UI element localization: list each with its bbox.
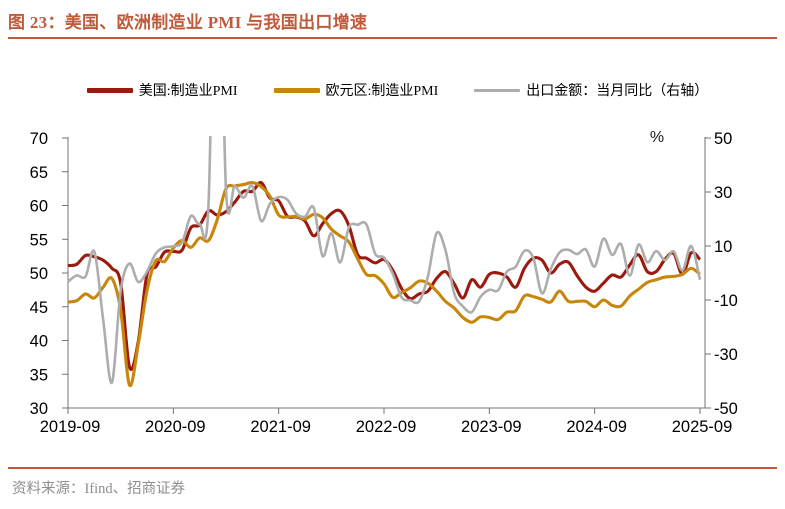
y-axis-right-tick-label: -50 (714, 400, 738, 418)
x-axis-tick-label: 2021-09 (250, 418, 311, 436)
title-divider (8, 37, 777, 39)
x-axis-tick-label: 2023-09 (461, 418, 522, 436)
y-axis-right-tick-label: -10 (714, 292, 738, 310)
right-axis-unit-label: % (650, 129, 664, 146)
us-line-swatch (86, 87, 133, 93)
legend-label: 出口金额：当月同比（右轴） (526, 84, 709, 99)
x-axis-tick-label: 2020-09 (145, 418, 206, 436)
x-axis-tick-label: 2024-09 (566, 418, 627, 436)
chart-legend: 美国:制造业PMI 欧元区:制造业PMI 出口金额：当月同比（右轴） (0, 80, 785, 100)
line-chart: 70 65 60 55 50 45 40 35 30 50 30 10 -10 -30 -50% 2019-0… (30, 129, 738, 436)
export-line-swatch (474, 88, 521, 92)
y-axis-left-tick-label: 70 (30, 130, 48, 148)
footer-divider (8, 467, 777, 469)
eu-line-swatch (273, 87, 320, 93)
y-axis-right-tick-label: 50 (714, 130, 732, 148)
y-axis-right-tick-label: 10 (714, 238, 732, 256)
x-axis-tick-label: 2022-09 (356, 418, 417, 436)
y-axis-left-tick-label: 45 (30, 299, 48, 317)
y-axis-left-tick-label: 65 (30, 164, 48, 182)
us-pmi-line (67, 180, 702, 371)
y-axis-left-tick-label: 35 (30, 366, 48, 384)
y-axis-right-tick-label: 30 (714, 184, 732, 202)
y-axis-right-tick-label: -30 (714, 346, 738, 364)
x-axis-tick-label: 2019-09 (40, 418, 101, 436)
x-axis-tick-label: 2025-09 (672, 418, 733, 436)
y-axis-left-tick-label: 55 (30, 231, 48, 249)
legend-item-export: 出口金额：当月同比（右轴） (474, 80, 708, 100)
legend-item-eu-pmi: 欧元区:制造业PMI (273, 80, 439, 100)
y-axis-left-tick-label: 30 (30, 400, 48, 418)
export-yoy-line (67, 136, 702, 384)
source-note: 资料来源：Ifind、招商证券 (12, 481, 186, 497)
legend-label: 美国:制造业PMI (138, 84, 238, 99)
y-axis-left-tick-label: 40 (30, 333, 48, 351)
legend-label: 欧元区:制造业PMI (325, 84, 439, 99)
y-axis-left-tick-label: 50 (30, 265, 48, 283)
eu-pmi-line (67, 180, 701, 388)
legend-item-us-pmi: 美国:制造业PMI (86, 80, 238, 100)
figure-title: 图 23：美国、欧洲制造业 PMI 与我国出口增速 (8, 13, 368, 32)
y-axis-left-tick-label: 60 (30, 198, 48, 216)
